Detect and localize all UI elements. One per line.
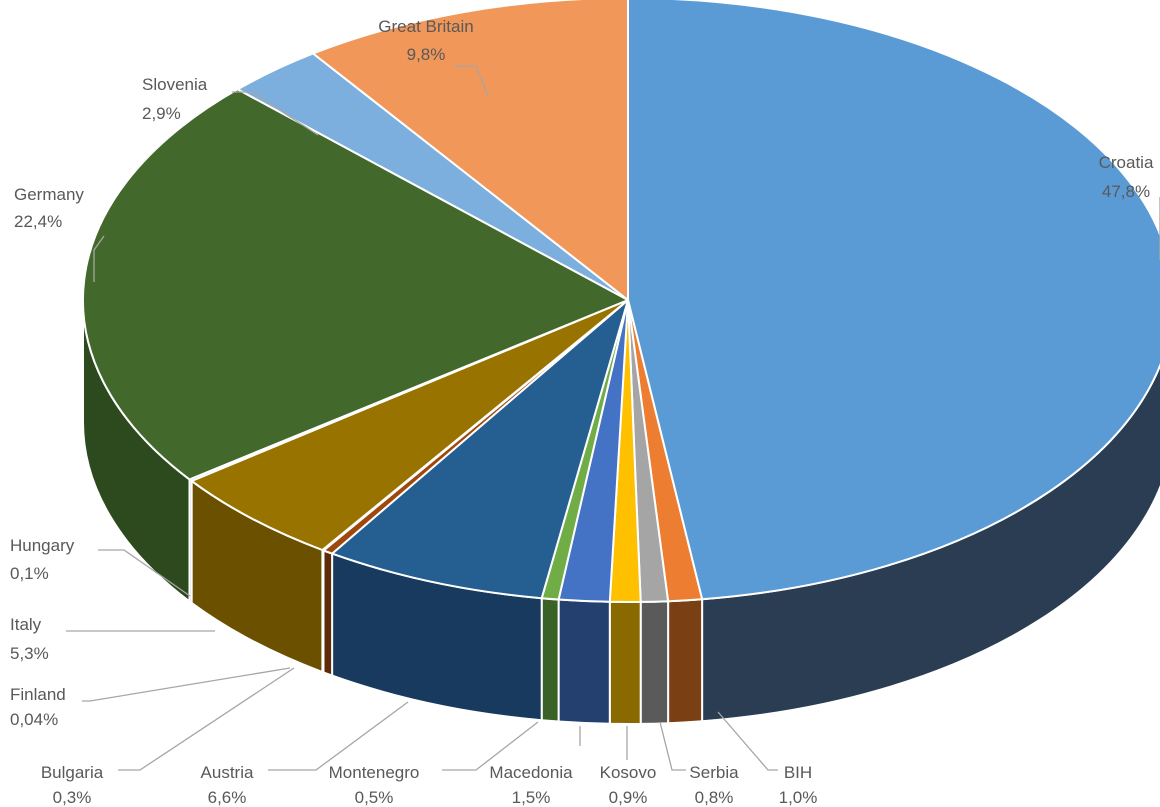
slice-label-bih: BIH [784,763,812,782]
leader-lines [66,65,1160,771]
leader-line-serbia [659,721,686,771]
leader-line-austria [268,701,409,771]
leader-line-bih [717,711,778,771]
slice-austria [331,299,629,600]
leader-line-great-britain [454,65,489,97]
side-serbia [639,600,670,725]
slice-label-hungary: Hungary [10,536,75,555]
slice-label-bulgaria: Bulgaria [41,763,104,782]
slice-value-italy: 5,3% [10,644,49,663]
side-montenegro [540,597,560,723]
side-bih [667,598,704,725]
slice-label-finland: Finland [10,685,66,704]
slice-value-montenegro: 0,5% [355,788,394,807]
side-kosovo [608,600,642,725]
leader-line-slovenia [232,91,319,136]
slice-label-serbia: Serbia [689,763,739,782]
slice-germany [81,88,629,481]
side-bulgaria [322,549,334,678]
pie-tops [81,0,1160,603]
pie-sides [82,299,1160,725]
slice-value-hungary: 0,1% [10,564,49,583]
leader-line-bulgaria [118,667,295,771]
slice-label-great-britain: Great Britain [378,17,473,36]
slice-great-britain [312,0,629,301]
slice-value-kosovo: 0,9% [609,788,648,807]
slice-croatia [627,0,1160,601]
slice-value-serbia: 0,8% [695,788,734,807]
slice-value-macedonia: 1,5% [512,788,551,807]
slice-label-slovenia: Slovenia [142,75,208,94]
slice-value-finland: 0,04% [10,710,58,729]
leader-line-hungary [98,549,191,597]
slice-italy [190,299,629,551]
slice-labels: Croatia 47,8% BIH 1,0% Serbia 0,8% Kosovo 0,9% M… [10,17,1154,807]
slice-value-germany: 22,4% [14,212,62,231]
slice-value-bih: 1,0% [779,788,818,807]
leader-line-montenegro [442,721,539,771]
slice-label-italy: Italy [10,615,42,634]
slice-label-kosovo: Kosovo [600,763,657,782]
slice-label-croatia: Croatia [1099,153,1154,172]
slice-value-croatia: 47,8% [1102,182,1150,201]
slice-value-bulgaria: 0,3% [53,788,92,807]
slice-label-germany: Germany [14,185,84,204]
side-macedonia [557,598,611,725]
leader-line-finland [82,667,291,702]
slice-label-montenegro: Montenegro [329,763,420,782]
slice-label-austria: Austria [201,763,254,782]
leader-line-germany [93,235,105,282]
slice-value-great-britain: 9,8% [407,45,446,64]
slice-value-slovenia: 2,9% [142,104,181,123]
slice-value-austria: 6,6% [208,788,247,807]
slice-label-macedonia: Macedonia [489,763,573,782]
